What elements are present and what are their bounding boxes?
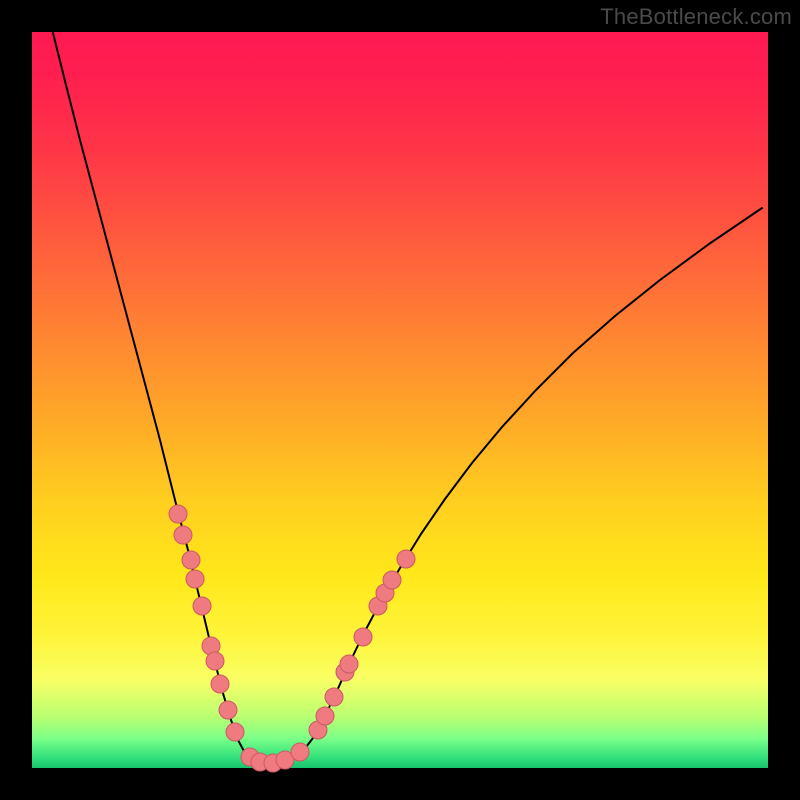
curve-left-branch	[53, 33, 272, 764]
bottleneck-curve	[53, 33, 762, 764]
curve-marker	[211, 675, 229, 693]
watermark-text: TheBottleneck.com	[600, 4, 792, 30]
curve-marker	[182, 551, 200, 569]
curve-marker	[340, 655, 358, 673]
curve-marker	[174, 526, 192, 544]
curve-marker	[325, 688, 343, 706]
curve-marker	[354, 628, 372, 646]
curve-marker	[193, 597, 211, 615]
curve-marker	[383, 571, 401, 589]
curve-marker	[316, 707, 334, 725]
curve-marker	[219, 701, 237, 719]
curve-marker	[186, 570, 204, 588]
chart-svg	[0, 0, 800, 800]
curve-marker	[291, 743, 309, 761]
curve-marker	[397, 550, 415, 568]
curve-marker	[206, 652, 224, 670]
curve-marker	[226, 723, 244, 741]
chart-root: TheBottleneck.com	[0, 0, 800, 800]
curve-markers	[169, 505, 415, 772]
curve-marker	[169, 505, 187, 523]
